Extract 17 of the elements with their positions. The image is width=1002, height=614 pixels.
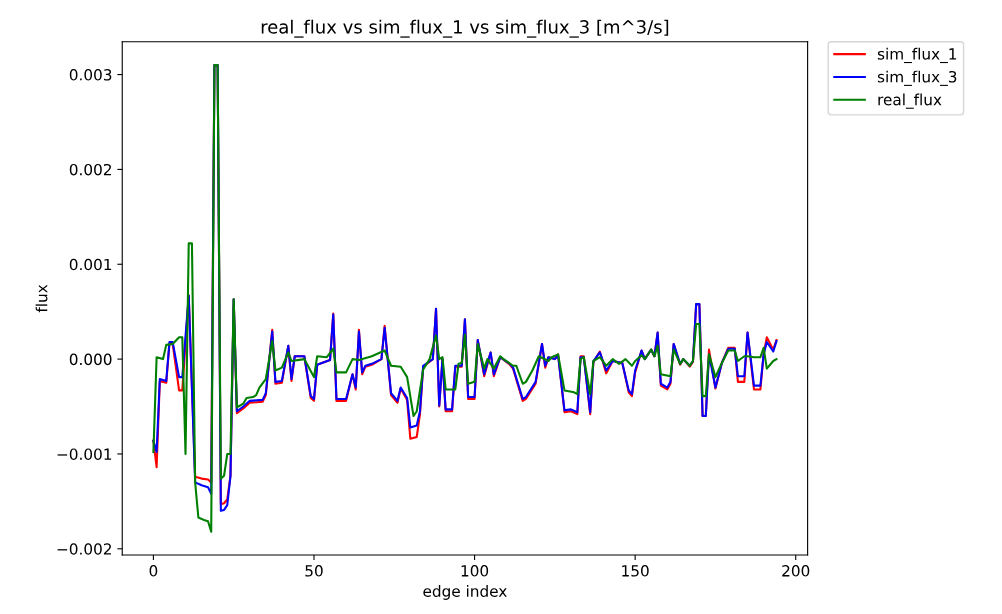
x-tick-label: 150	[622, 565, 649, 577]
legend-label: sim_flux_1	[877, 47, 957, 64]
x-tick-label: 100	[461, 565, 489, 577]
y-tick-label: −0.002	[57, 543, 111, 555]
x-tick-label: 0	[149, 565, 158, 577]
y-tick-label: −0.001	[57, 448, 112, 460]
y-tick-label: 0.000	[69, 353, 112, 366]
legend-label: real_flux	[878, 93, 942, 109]
y-tick-label: 0.002	[69, 163, 111, 176]
x-tick-label: 200	[782, 565, 810, 577]
x-tick-label: 50	[305, 565, 323, 577]
y-axis-title: flux	[35, 284, 48, 313]
legend-label: sim_flux_3	[877, 70, 957, 86]
chart-title: real_flux vs sim_flux_1 vs sim_flux_3 [m^3/s]	[261, 19, 669, 38]
y-tick-label: 0.001	[69, 258, 112, 271]
y-tick-label: 0.003	[69, 69, 112, 81]
x-axis-title: edge index	[423, 585, 507, 600]
